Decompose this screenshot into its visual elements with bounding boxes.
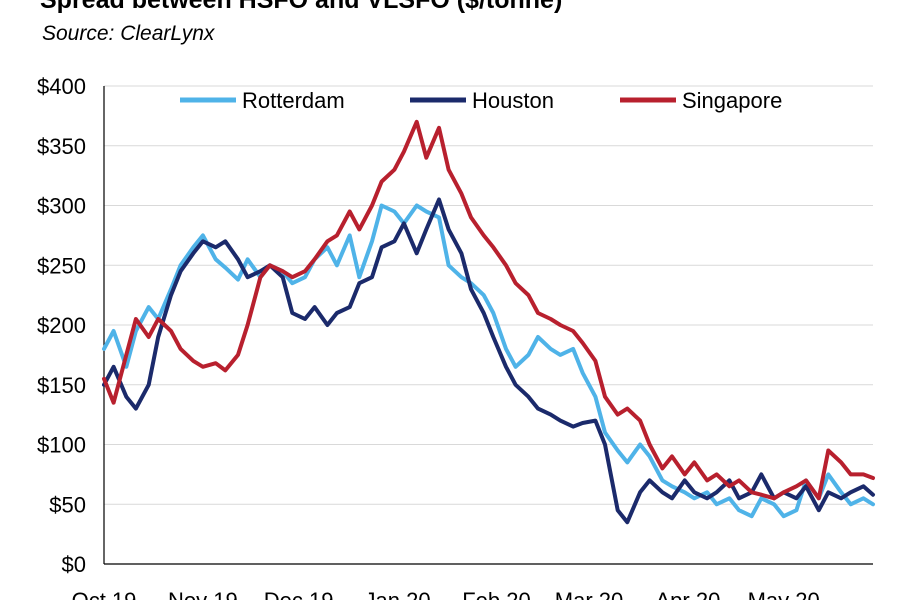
y-tick-label: $0	[62, 552, 86, 577]
x-tick-label: Feb 20	[462, 588, 531, 600]
x-tick-label: Nov 19	[168, 588, 238, 600]
x-tick-label: Mar 20	[555, 588, 623, 600]
series-line-singapore	[102, 119, 875, 501]
y-tick-label: $350	[37, 134, 86, 159]
x-tick-label: May 20	[748, 588, 820, 600]
series-lines	[102, 119, 875, 525]
chart-subtitle: Source: ClearLynx	[42, 22, 215, 45]
gridlines	[104, 85, 873, 505]
x-tick-label: Oct 19	[72, 588, 137, 600]
y-tick-label: $250	[37, 253, 86, 278]
x-tick-label: Jan 20	[365, 588, 431, 600]
series-line-houston	[102, 197, 875, 525]
legend-label-rotterdam: Rotterdam	[242, 88, 345, 113]
y-tick-label: $50	[49, 492, 86, 517]
x-tick-label: Apr 20	[656, 588, 721, 600]
axes: $0 $50 $100 $150 $200 $250 $300 $350 $400 Oct 19 N…	[37, 74, 873, 600]
legend-label-singapore: Singapore	[682, 88, 782, 113]
y-tick-label: $300	[37, 194, 86, 219]
chart-title: Spread between HSFO and VLSFO ($/tonne)	[40, 0, 563, 14]
y-tick-label: $150	[37, 373, 86, 398]
x-tick-label: Dec 19	[264, 588, 334, 600]
y-tick-label: $400	[37, 74, 86, 99]
series-line-rotterdam	[102, 203, 875, 519]
y-tick-label: $200	[37, 313, 86, 338]
legend-label-houston: Houston	[472, 88, 554, 113]
y-tick-label: $100	[37, 433, 86, 458]
legend: Rotterdam Houston Singapore	[180, 88, 782, 113]
